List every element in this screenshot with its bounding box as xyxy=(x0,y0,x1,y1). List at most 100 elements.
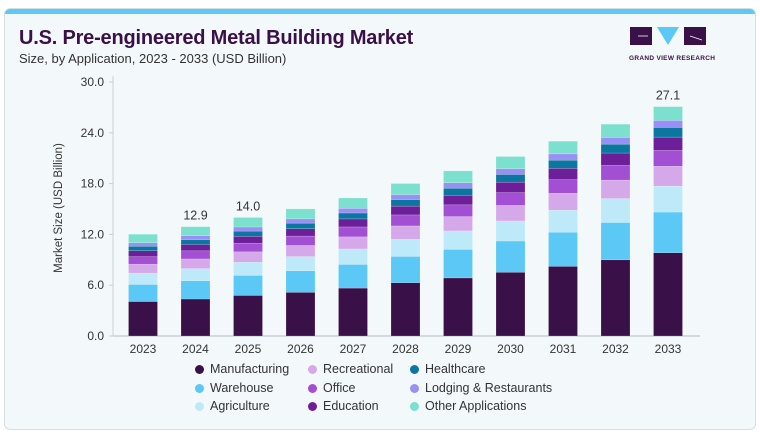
bar-segment-lodging-restaurants-2033 xyxy=(653,120,683,128)
bar-segment-other-applications-2023 xyxy=(128,233,158,243)
bar-segment-other-applications-2026 xyxy=(285,208,316,220)
bar-segment-office-2027 xyxy=(338,226,368,238)
bar-segment-recreational-2027 xyxy=(338,236,368,250)
bar-segment-lodging-restaurants-2028 xyxy=(390,194,421,200)
chart-card: U.S. Pre-engineered Metal Building Marke… xyxy=(4,8,756,430)
legend-label: Recreational xyxy=(323,362,394,376)
bar-segment-warehouse-2030 xyxy=(495,240,526,273)
bar-segment-recreational-2030 xyxy=(495,205,526,222)
legend-item: Lodging & Restaurants xyxy=(410,381,552,395)
legend-label: Manufacturing xyxy=(210,362,290,376)
bar-segment-manufacturing-2023 xyxy=(128,301,158,337)
bar-segment-lodging-restaurants-2031 xyxy=(548,153,578,161)
legend-item: Agriculture xyxy=(195,399,270,413)
bar-segment-education-2033 xyxy=(653,136,683,151)
bar-segment-warehouse-2027 xyxy=(338,264,368,289)
bar-segment-office-2025 xyxy=(233,242,263,253)
bar-segment-recreational-2032 xyxy=(600,179,631,199)
legend-item: Healthcare xyxy=(410,362,485,376)
x-tick-label: 2025 xyxy=(235,342,262,356)
bar-segment-manufacturing-2029 xyxy=(443,277,473,337)
legend-label: Healthcare xyxy=(425,362,486,376)
x-tick-label: 2028 xyxy=(392,342,419,356)
bar-segment-warehouse-2032 xyxy=(600,222,631,261)
bar-segment-education-2026 xyxy=(285,228,316,237)
bar-segment-recreational-2031 xyxy=(548,193,578,211)
bar-segment-recreational-2025 xyxy=(233,251,263,263)
bar-segment-lodging-restaurants-2026 xyxy=(285,218,316,224)
x-tick-label: 2027 xyxy=(340,342,367,356)
bar-segment-healthcare-2033 xyxy=(653,127,683,138)
bar-segment-healthcare-2029 xyxy=(443,187,473,196)
x-tick-label: 2032 xyxy=(602,342,629,356)
bar-segment-healthcare-2030 xyxy=(495,174,526,183)
bar-segment-healthcare-2031 xyxy=(548,159,578,169)
bar-segment-agriculture-2032 xyxy=(600,198,631,223)
bar-segment-office-2030 xyxy=(495,192,526,206)
bar-segment-office-2031 xyxy=(548,179,578,194)
bar-segment-healthcare-2024 xyxy=(180,239,211,245)
bar-segment-manufacturing-2030 xyxy=(495,271,526,337)
bar-segment-recreational-2024 xyxy=(180,258,211,269)
x-tick-label: 2031 xyxy=(550,342,577,356)
data-label: 12.9 xyxy=(183,209,207,223)
legend-label: Other Applications xyxy=(425,399,527,413)
legend-label: Education xyxy=(323,399,379,413)
bar-segment-agriculture-2031 xyxy=(548,209,578,233)
bar-segment-warehouse-2025 xyxy=(233,275,263,296)
bar-segment-agriculture-2028 xyxy=(390,239,421,257)
bar-segment-warehouse-2026 xyxy=(285,270,316,293)
bar-segment-other-applications-2024 xyxy=(180,226,211,237)
bar-segment-agriculture-2024 xyxy=(180,268,211,281)
bar-segment-other-applications-2031 xyxy=(548,140,578,155)
bar-segment-other-applications-2032 xyxy=(600,123,631,138)
bar-segment-agriculture-2025 xyxy=(233,262,263,276)
bar-segment-healthcare-2025 xyxy=(233,230,263,237)
x-tick-label: 2024 xyxy=(182,342,209,356)
y-tick-label: 30.0 xyxy=(81,75,105,89)
bar-segment-office-2026 xyxy=(285,235,316,246)
bar-segment-office-2024 xyxy=(180,250,211,260)
bar-segment-other-applications-2028 xyxy=(390,183,421,195)
bar-segment-education-2027 xyxy=(338,218,368,228)
bar-segment-lodging-restaurants-2027 xyxy=(338,208,368,214)
legend-item: Warehouse xyxy=(195,381,273,395)
bar-segment-education-2030 xyxy=(495,181,526,193)
legend-dot-icon xyxy=(308,383,317,393)
bar-segment-office-2033 xyxy=(653,150,683,167)
x-tick-label: 2023 xyxy=(130,342,157,356)
x-tick-label: 2030 xyxy=(497,342,524,356)
legend-dot-icon xyxy=(308,364,317,374)
bar-segment-manufacturing-2026 xyxy=(285,292,316,337)
legend-item: Recreational xyxy=(308,362,393,376)
chart-title: U.S. Pre-engineered Metal Building Marke… xyxy=(19,27,414,49)
logo-text: GRAND VIEW RESEARCH xyxy=(629,55,716,62)
x-tick-label: 2029 xyxy=(445,342,472,356)
y-tick-label: 6.0 xyxy=(87,278,104,292)
bar-segment-manufacturing-2024 xyxy=(180,298,211,337)
bar-segment-recreational-2033 xyxy=(653,165,683,187)
data-label: 14.0 xyxy=(236,199,260,213)
bar-segment-agriculture-2027 xyxy=(338,248,368,265)
bar-segment-education-2032 xyxy=(600,152,631,166)
legend-item: Office xyxy=(308,381,355,395)
bar-segment-lodging-restaurants-2025 xyxy=(233,226,263,232)
bar-segment-education-2023 xyxy=(128,250,158,257)
bar-segment-other-applications-2029 xyxy=(443,170,473,184)
bar-segment-education-2031 xyxy=(548,168,578,180)
bar-segment-warehouse-2031 xyxy=(548,231,578,267)
bar-segment-agriculture-2023 xyxy=(128,272,158,285)
legend-label: Lodging & Restaurants xyxy=(425,381,553,395)
bar-segment-healthcare-2027 xyxy=(338,212,368,220)
legend-dot-icon xyxy=(308,401,317,411)
grand-view-research-logo xyxy=(630,27,706,45)
chart-subtitle: Size, by Application, 2023 - 2033 (USD B… xyxy=(19,51,287,66)
bar-segment-warehouse-2023 xyxy=(128,284,158,302)
bar-segment-office-2028 xyxy=(390,214,421,227)
bar-segment-other-applications-2033 xyxy=(653,106,683,121)
bar-segment-manufacturing-2032 xyxy=(600,259,631,337)
y-tick-label: 24.0 xyxy=(81,126,105,140)
legend-item: Other Applications xyxy=(410,399,526,413)
bar-segment-lodging-restaurants-2030 xyxy=(495,168,526,175)
bar-segment-education-2028 xyxy=(390,205,421,216)
